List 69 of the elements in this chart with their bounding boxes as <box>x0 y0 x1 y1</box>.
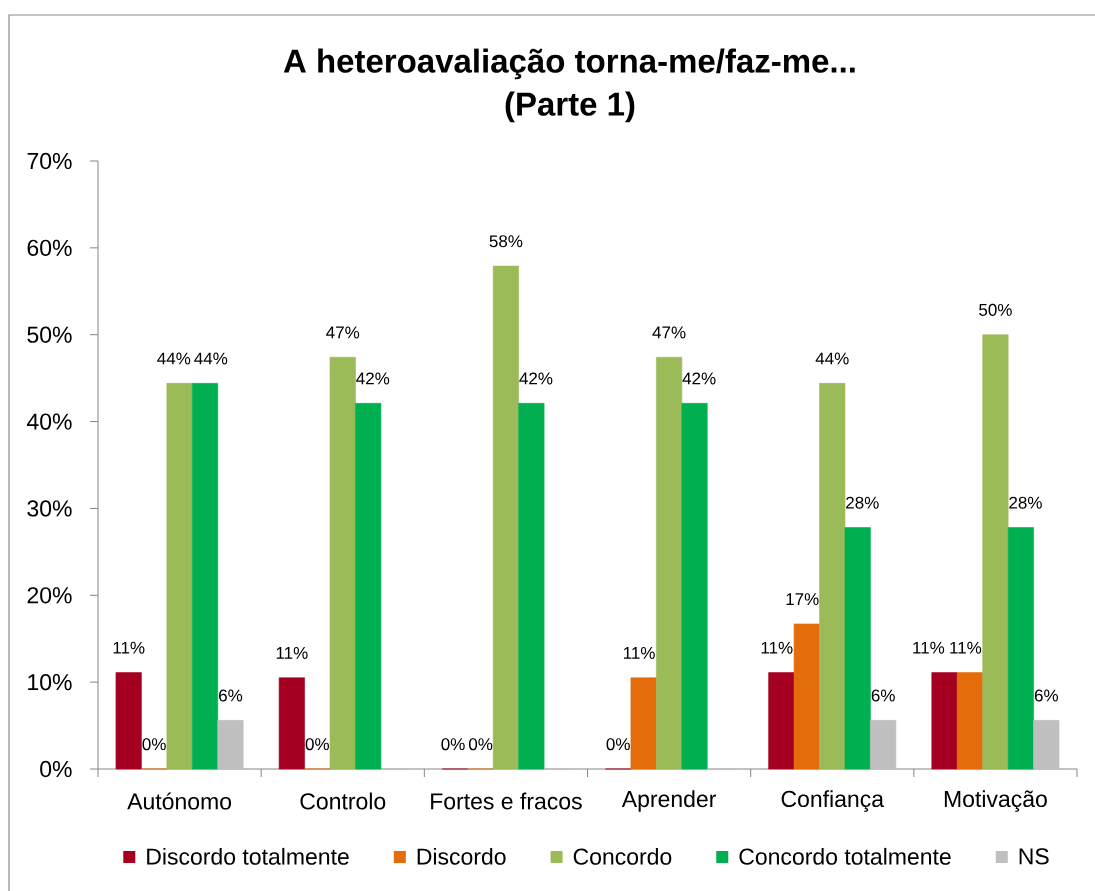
bar <box>870 720 897 770</box>
data-label: 11% <box>950 641 982 654</box>
data-label: 0% <box>469 738 493 751</box>
legend-label: Discordo totalmente <box>147 847 349 865</box>
bar <box>492 265 519 770</box>
data-label: 50% <box>979 303 1012 316</box>
data-label: 0% <box>305 738 329 751</box>
bar <box>115 672 142 770</box>
y-tick-label: 30% <box>27 500 72 517</box>
data-label: 44% <box>157 352 191 365</box>
y-tick-label: 60% <box>27 239 72 256</box>
data-label: 0% <box>606 738 630 751</box>
data-label: 42% <box>682 372 716 385</box>
x-tick-label: Autónomo <box>127 792 232 810</box>
bar <box>329 356 356 770</box>
y-tick-label: 70% <box>27 152 72 170</box>
bar <box>931 672 958 770</box>
data-label: 11% <box>913 641 945 654</box>
data-label: 47% <box>326 326 360 339</box>
x-tick-label: Controlo <box>300 792 386 810</box>
bar <box>1033 720 1060 770</box>
y-tick-label: 20% <box>27 587 72 604</box>
data-label: 44% <box>815 352 849 365</box>
data-label: 28% <box>1009 496 1042 509</box>
y-tick-label: 50% <box>27 326 72 343</box>
data-label: 42% <box>356 372 390 385</box>
bar <box>1007 527 1034 770</box>
data-label: 0% <box>441 738 465 751</box>
bar <box>192 383 219 770</box>
legend-label: Discordo <box>417 847 506 865</box>
data-label: 17% <box>786 593 819 606</box>
legend-label: NS <box>1019 848 1049 865</box>
bar <box>819 383 846 770</box>
y-tick-label: 10% <box>28 674 72 691</box>
data-label: 6% <box>219 689 243 702</box>
bar <box>630 677 657 770</box>
data-label: 42% <box>519 372 553 385</box>
x-tick-label: Confiança <box>781 790 885 812</box>
data-label: 11% <box>623 647 655 659</box>
x-tick-label: Fortes e fracos <box>431 792 582 810</box>
bar <box>217 720 244 770</box>
data-label: 6% <box>871 689 895 702</box>
bar <box>518 403 545 770</box>
bar <box>355 403 382 770</box>
bar <box>278 677 305 770</box>
data-label: 0% <box>142 738 166 751</box>
bar <box>656 356 683 770</box>
data-label: 28% <box>846 496 879 509</box>
bar <box>768 672 795 770</box>
bar <box>793 623 820 770</box>
x-tick-label: Motivação <box>944 790 1047 812</box>
data-label: 11% <box>113 641 145 654</box>
data-label: 47% <box>652 326 686 339</box>
bar <box>844 527 871 770</box>
data-label: 6% <box>1034 689 1059 702</box>
chart-title: A heteroavaliação torna-me/faz-me... (Parte 1) <box>283 48 855 123</box>
data-label: 11% <box>761 641 793 654</box>
bar <box>982 334 1009 770</box>
data-label: 11% <box>276 647 308 659</box>
x-tick-label: Aprender <box>621 790 716 812</box>
bar <box>956 672 983 770</box>
y-tick-label: 0% <box>40 760 72 778</box>
legend-label: Concordo <box>573 847 672 865</box>
data-label: 44% <box>194 352 228 365</box>
data-label: 58% <box>489 235 523 248</box>
legend-label: Concordo totalmente <box>739 847 951 865</box>
bar <box>681 403 708 770</box>
bar <box>166 383 193 770</box>
y-tick-label: 40% <box>26 413 72 430</box>
